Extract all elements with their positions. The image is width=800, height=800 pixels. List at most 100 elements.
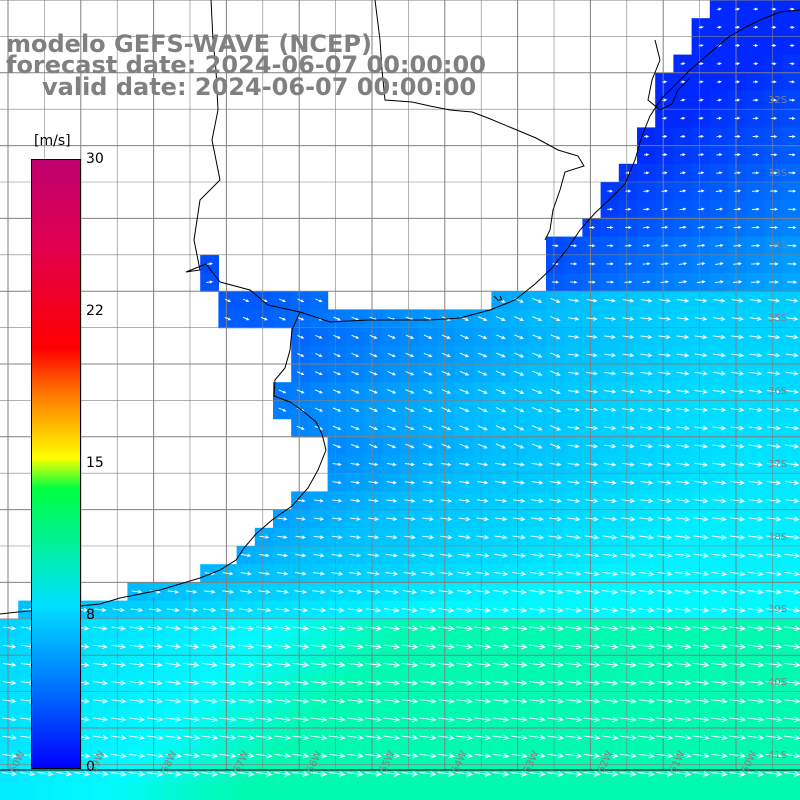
wind-arrow — [439, 571, 454, 576]
wind-arrow — [274, 625, 291, 632]
wind-arrow — [437, 698, 455, 704]
wind-arrow — [570, 262, 578, 266]
wind-arrow — [585, 407, 599, 412]
wind-arrow — [383, 661, 401, 668]
wind-arrow — [274, 771, 292, 777]
wind-arrow — [514, 370, 525, 376]
wind-arrow — [183, 662, 200, 668]
wind-arrow — [383, 643, 401, 650]
wind-arrow — [676, 334, 690, 340]
wind-arrow — [565, 716, 583, 723]
wind-arrow — [474, 625, 492, 632]
wind-arrow — [297, 316, 305, 321]
wind-arrow — [255, 752, 273, 759]
wind-arrow — [310, 661, 328, 668]
wind-arrow — [422, 480, 434, 485]
wind-arrow — [697, 243, 706, 247]
wind-arrow — [712, 353, 726, 358]
wind-arrow — [383, 734, 401, 741]
wind-arrow — [185, 607, 199, 613]
wind-arrow — [346, 661, 364, 668]
wind-arrow — [255, 661, 273, 668]
wind-arrow — [240, 589, 253, 594]
wind-arrow — [420, 589, 436, 595]
wind-arrow — [110, 734, 127, 741]
wind-arrow — [346, 734, 364, 741]
wind-arrow — [712, 480, 727, 486]
wind-arrow — [661, 207, 669, 211]
wind-arrow — [277, 517, 288, 521]
wind-arrow — [660, 244, 669, 247]
wind-arrow — [698, 62, 704, 66]
wind-arrow — [385, 535, 398, 540]
wind-arrow — [111, 698, 127, 704]
wind-arrow — [441, 334, 451, 339]
wind-arrow — [752, 98, 759, 102]
wind-arrow — [711, 516, 727, 522]
wind-arrow — [568, 353, 580, 358]
wind-arrow — [662, 134, 668, 138]
wind-arrow — [110, 771, 127, 777]
wind-arrow — [675, 552, 691, 559]
wind-arrow — [528, 734, 546, 741]
wind-arrow — [566, 553, 582, 558]
wind-arrow — [789, 25, 795, 29]
wind-arrow — [510, 716, 528, 723]
wind-arrow — [423, 389, 433, 394]
wind-arrow — [201, 716, 219, 723]
wind-arrow — [369, 389, 378, 394]
wind-arrow — [771, 25, 777, 29]
wind-arrow — [567, 444, 580, 449]
wind-arrow — [747, 607, 764, 613]
wind-arrow — [697, 189, 705, 193]
wind-arrow — [715, 207, 724, 211]
wind-arrow — [459, 462, 471, 467]
wind-arrow — [383, 625, 401, 632]
wind-arrow — [784, 480, 800, 486]
wind-arrow — [222, 571, 234, 576]
wind-arrow — [674, 625, 692, 632]
ocean-cell — [291, 782, 310, 800]
wind-arrow — [765, 589, 783, 595]
wind-arrow — [734, 153, 741, 157]
wind-arrow — [625, 207, 632, 211]
wind-arrow — [566, 571, 582, 577]
wind-arrow — [748, 462, 764, 467]
wind-arrow — [565, 589, 582, 595]
wind-arrow — [401, 680, 419, 686]
wind-arrow — [201, 680, 218, 686]
wind-arrow — [676, 407, 690, 413]
wind-arrow — [512, 534, 526, 540]
wind-arrow — [710, 716, 728, 723]
wind-arrow — [419, 698, 437, 704]
wind-arrow — [111, 680, 127, 686]
wind-arrow — [692, 643, 710, 650]
wind-arrow — [492, 680, 510, 686]
wind-arrow — [458, 535, 471, 540]
wind-arrow — [111, 625, 127, 631]
wind-arrow — [694, 316, 708, 321]
wind-arrow — [495, 462, 507, 467]
wind-arrow — [459, 334, 470, 339]
wind-arrow — [387, 443, 397, 449]
wind-arrow — [458, 516, 471, 522]
wind-arrow — [351, 316, 360, 321]
wind-arrow — [165, 625, 181, 631]
wind-arrow — [565, 643, 583, 650]
wind-arrow — [38, 771, 54, 777]
wind-arrow — [785, 334, 799, 340]
ocean-cell — [582, 782, 602, 800]
wind-arrow — [657, 534, 673, 540]
wind-arrow — [474, 661, 492, 668]
wind-arrow — [747, 625, 765, 632]
wind-arrow — [716, 134, 723, 138]
wind-arrow — [494, 516, 508, 522]
wind-arrow — [625, 225, 632, 229]
wind-arrow — [351, 352, 360, 357]
wind-arrow — [680, 116, 686, 120]
wind-arrow — [603, 480, 617, 485]
wind-arrow — [729, 571, 746, 577]
wind-arrow — [619, 734, 637, 741]
wind-arrow — [441, 443, 452, 449]
wind-arrow — [771, 7, 777, 11]
